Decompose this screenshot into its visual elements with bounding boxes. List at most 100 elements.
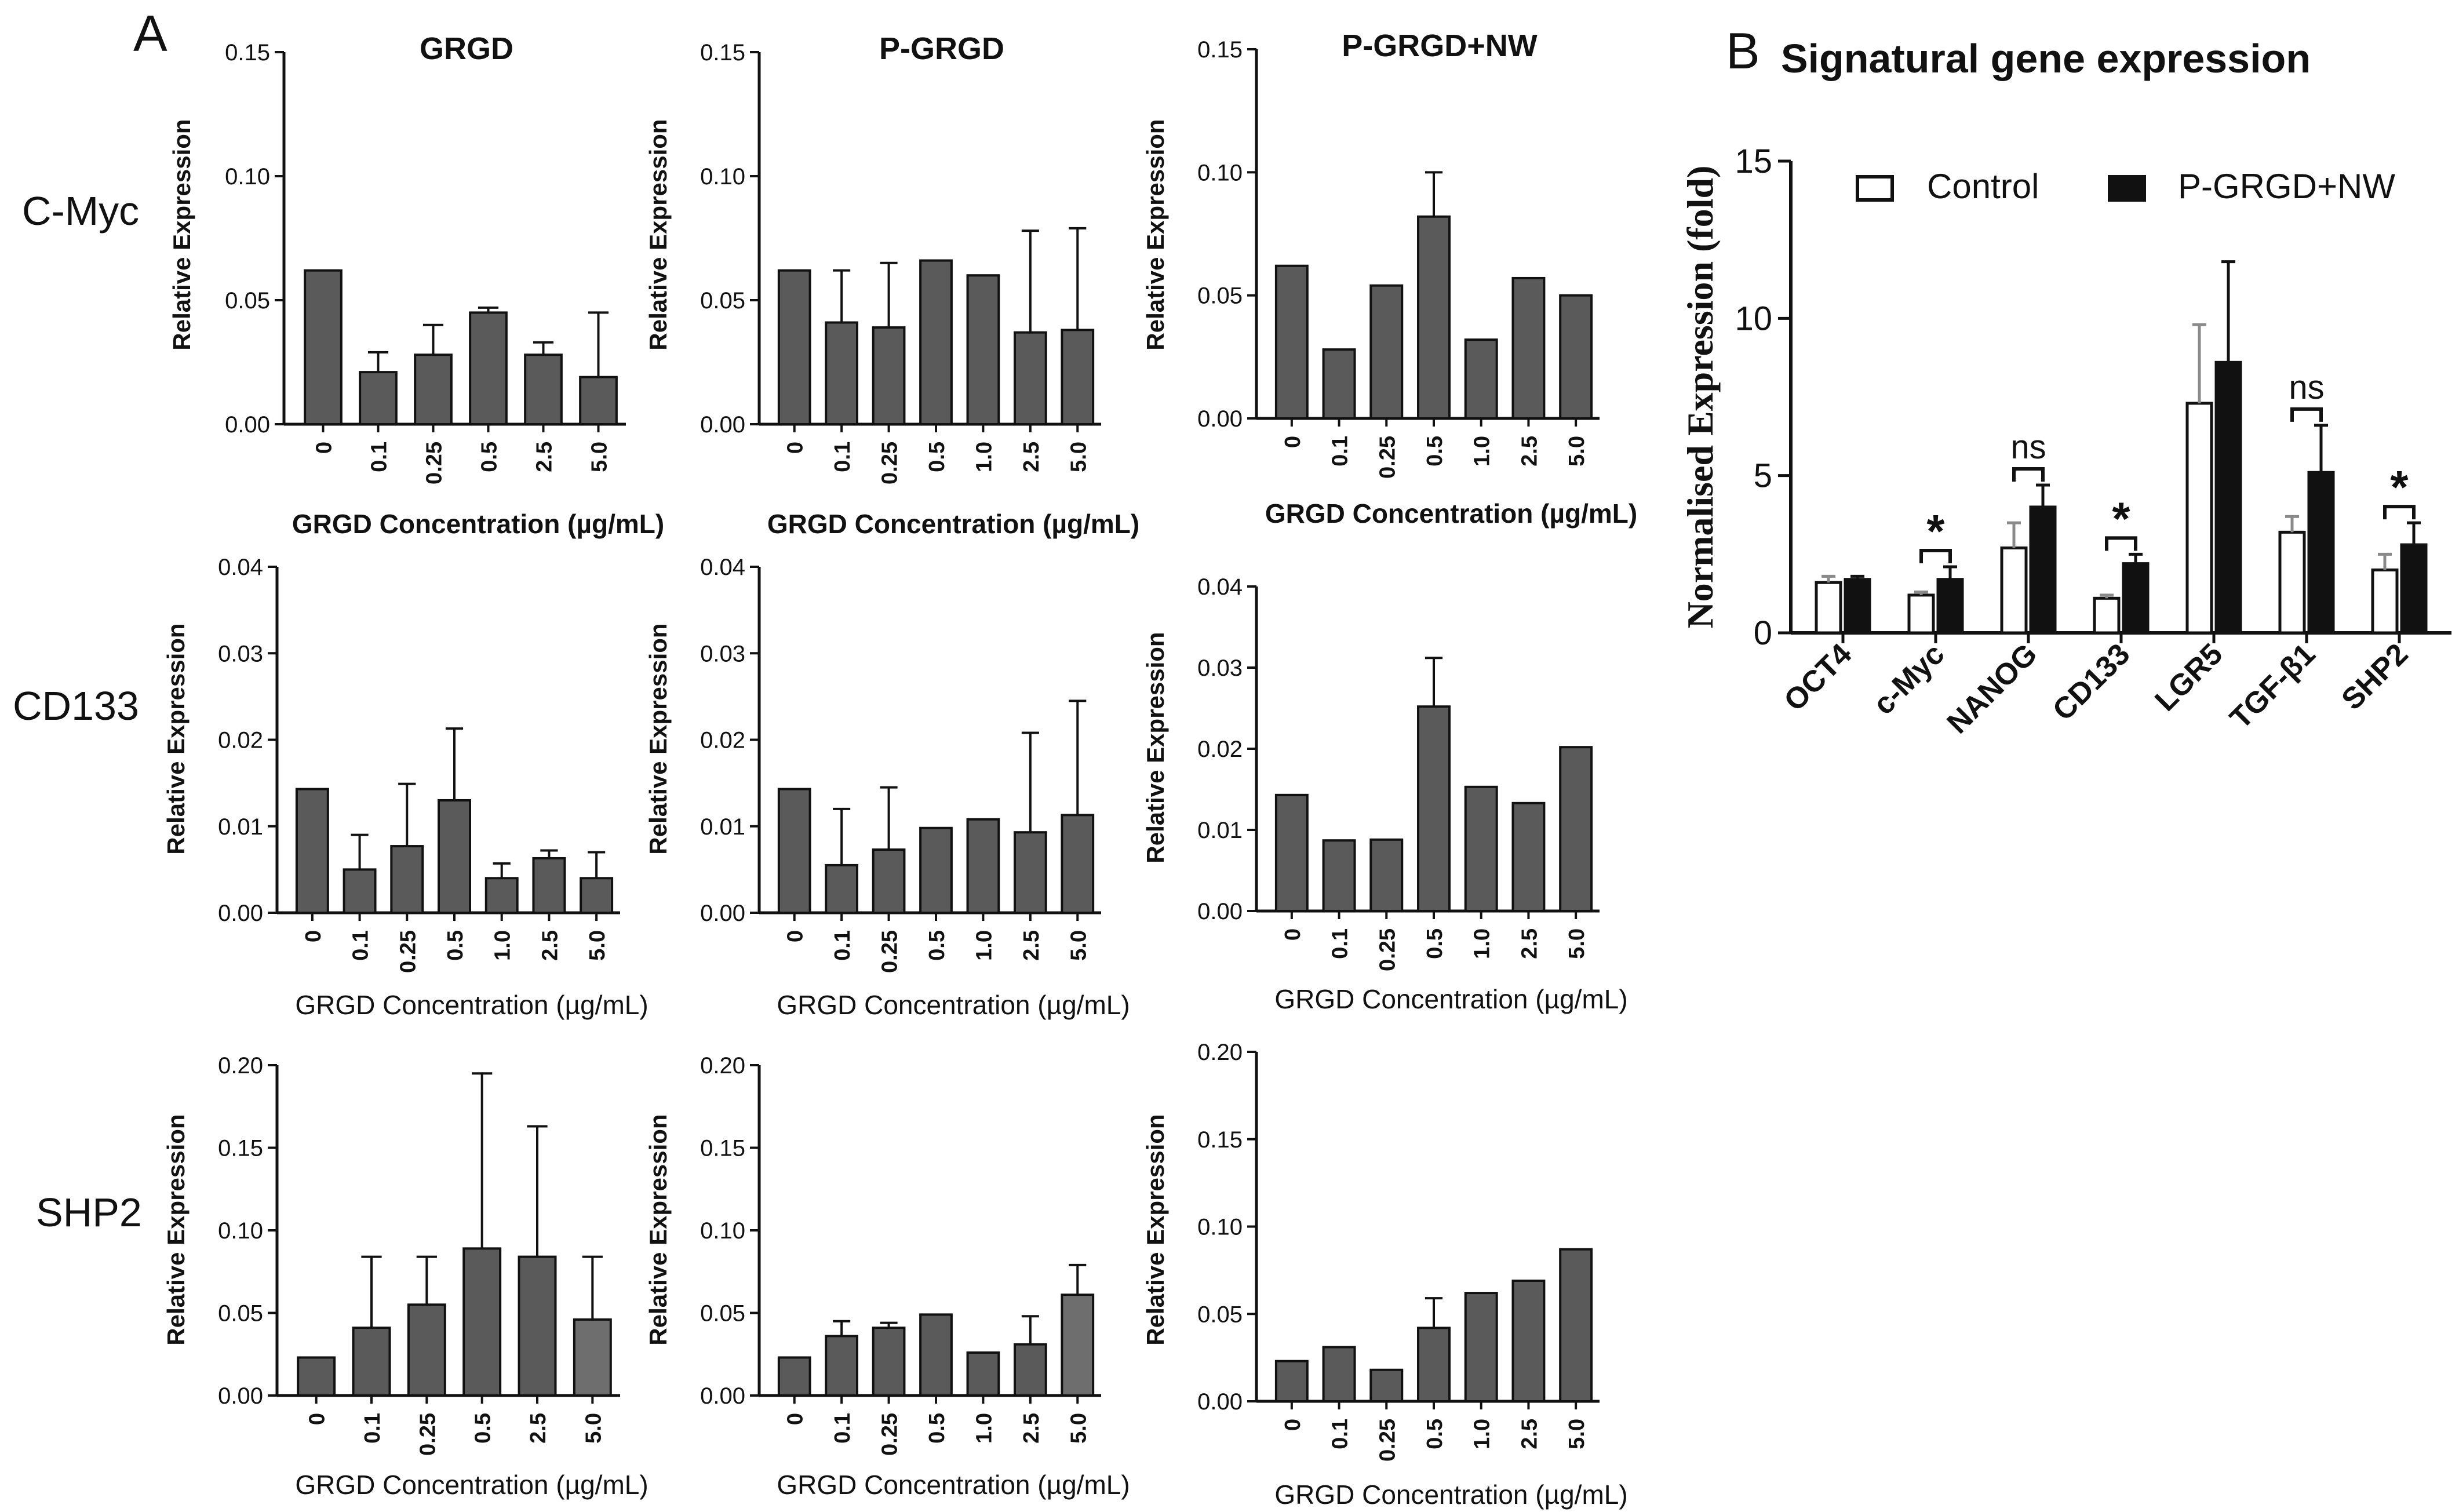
bar — [825, 864, 859, 914]
y-tick-label: 0.00 — [700, 901, 745, 926]
x-tick-label: 5.0 — [585, 930, 610, 961]
x-tick-label: c-Myc — [1867, 637, 1951, 721]
y-tick-label: 0.10 — [225, 164, 270, 190]
y-axis-label: Relative Expression — [1142, 1114, 1169, 1345]
y-tick-label: 0.10 — [218, 1218, 263, 1244]
signatural-chart: Signatural gene expression 0 5 10 15 Normalis… — [1680, 36, 2451, 740]
x-tick-label: 1.0 — [1470, 1419, 1495, 1449]
y-tick-label: 0.15 — [1197, 1127, 1243, 1153]
y-tick-label: 0.10 — [1197, 160, 1243, 185]
x-tick-label: 5.0 — [1565, 436, 1589, 467]
row-label-shp2: SHP2 — [36, 1190, 142, 1235]
bar — [295, 788, 329, 915]
x-tick-label: 0 — [784, 442, 808, 454]
bar — [580, 877, 614, 915]
x-tick-label: 0.5 — [925, 442, 949, 472]
bar — [1061, 814, 1095, 915]
y-tick-label: 0.00 — [218, 901, 263, 926]
bar — [1013, 331, 1047, 426]
bar-treatment — [1844, 578, 1871, 635]
x-tick-label: 0.25 — [416, 1413, 440, 1456]
bar — [469, 311, 508, 426]
x-tick-label: 1.0 — [972, 1413, 996, 1444]
y-axis-label: Relative Expression — [644, 623, 672, 854]
x-tick-label: 0.25 — [422, 442, 447, 484]
bar — [966, 818, 1000, 915]
chart-cd133-pgrgd: 0.00 0.01 0.02 0.03 0.04 0 0.1 0.25 0.5 1.0 2.5 5.0… — [644, 555, 1130, 1020]
bar-treatment — [2029, 505, 2057, 635]
bar — [1322, 839, 1356, 912]
y-tick-label: 0.00 — [1197, 406, 1243, 432]
bar — [1511, 1279, 1546, 1403]
bar — [966, 1351, 1000, 1397]
x-tick-label: 0 — [312, 442, 337, 454]
chart-cd133-pgrgdnw: 0.00 0.01 0.02 0.03 0.04 0 0.1 0.25 0.5 1.0 2.5 5.0… — [1142, 574, 1628, 1014]
y-tick-label: 0.05 — [218, 1301, 263, 1327]
bar-control — [2000, 546, 2028, 635]
y-tick-label: 0.01 — [700, 814, 745, 840]
y-axis-label: Relative Expression — [162, 623, 190, 854]
y-axis-label: Relative Expression — [162, 1114, 190, 1345]
y-tick-label: 0.15 — [218, 1136, 263, 1161]
x-tick-label: TGF-β1 — [2224, 637, 2322, 735]
x-tick-label: 1.0 — [972, 930, 996, 961]
bar — [1511, 801, 1546, 913]
x-tick-label: 0 — [1281, 928, 1305, 941]
x-tick-label: 0.5 — [1423, 436, 1447, 467]
y-tick-label: 0.15 — [225, 40, 270, 65]
x-tick-label: 0.1 — [830, 1413, 855, 1444]
panel-label-a: A — [133, 5, 167, 62]
y-tick-label: 0.02 — [1197, 737, 1243, 762]
x-tick-label: 5.0 — [1565, 928, 1589, 959]
x-tick-label: 0.5 — [471, 1413, 496, 1444]
y-tick-label: 0.01 — [218, 814, 263, 840]
x-tick-label: 2.5 — [538, 930, 562, 961]
bar — [414, 354, 453, 425]
bar-treatment — [1936, 578, 1964, 635]
x-tick-label: 0.1 — [1328, 928, 1353, 959]
bar-treatment — [2400, 543, 2428, 635]
bar-treatment — [2307, 471, 2335, 635]
y-tick-label: 0.00 — [700, 1383, 745, 1409]
bar-treatment — [2214, 360, 2242, 635]
x-tick-label: 2.5 — [1019, 1413, 1044, 1444]
y-tick-label: 10 — [1735, 300, 1772, 337]
y-tick-label: 0.00 — [218, 1383, 263, 1409]
bar — [1322, 1346, 1356, 1402]
x-tick-label: 0.1 — [367, 442, 392, 472]
x-tick-label: 5.0 — [581, 1413, 606, 1444]
x-tick-label: 2.5 — [1019, 930, 1044, 961]
x-tick-label: 2.5 — [1517, 928, 1542, 959]
x-tick-label: 0.25 — [878, 930, 902, 973]
x-tick-label: 0 — [784, 1413, 808, 1425]
bar-control — [2185, 402, 2213, 635]
bar — [1464, 338, 1498, 420]
x-tick-label: 0 — [784, 930, 808, 942]
x-tick-label: 2.5 — [1517, 436, 1542, 467]
x-tick-label: 0.25 — [1375, 1419, 1400, 1462]
x-tick-label: 5.0 — [588, 442, 612, 472]
bar — [1559, 746, 1593, 912]
legend: Control P-GRGD+NW — [1856, 167, 2395, 206]
x-tick-label: 0.1 — [830, 930, 855, 961]
bar — [573, 1318, 612, 1397]
bar-control — [2093, 596, 2121, 635]
chart-title: GRGD — [420, 31, 513, 66]
bar — [518, 1255, 557, 1397]
x-axis-label: GRGD Concentration (µg/mL) — [292, 509, 664, 539]
bar — [825, 1335, 859, 1397]
legend-label-treatment: P-GRGD+NW — [2178, 167, 2395, 206]
y-axis-label: Relative Expression — [644, 1114, 672, 1345]
bar — [390, 845, 424, 915]
x-tick-label: 1.0 — [972, 442, 996, 472]
bar — [919, 1313, 953, 1397]
x-tick-label: 0.5 — [478, 442, 502, 472]
bar — [352, 1327, 391, 1397]
y-tick-label: 0.05 — [700, 1301, 745, 1327]
bar — [359, 371, 398, 425]
y-axis-label: Relative Expression — [1142, 119, 1169, 350]
y-tick-label: 0.01 — [1197, 818, 1243, 843]
chart-cd133-grgd: 0.00 0.01 0.02 0.03 0.04 0 0.1 0.25 0.5 1.0 2.5 5.0… — [162, 555, 649, 1020]
bar — [1274, 264, 1309, 420]
y-axis-label: Relative Expression — [644, 119, 672, 350]
